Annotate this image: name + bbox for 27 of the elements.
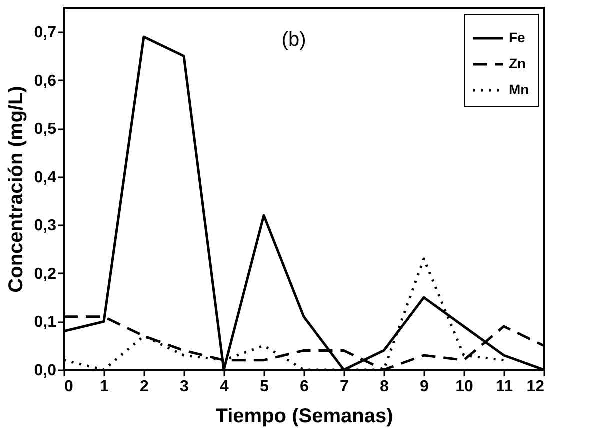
x-tick-label: 2 (140, 378, 150, 396)
x-tick-label: 10 (456, 378, 474, 396)
x-tick-label: 9 (420, 378, 430, 396)
x-axis-title: Tiempo (Semanas) (216, 406, 394, 428)
x-tick-label: 1 (100, 378, 110, 396)
y-tick-label: 0,5 (34, 121, 57, 138)
legend-label: Fe (509, 30, 526, 46)
x-tick-label: 6 (300, 378, 310, 396)
y-tick-label: 0,1 (34, 314, 57, 332)
legend-label: Zn (509, 56, 526, 72)
y-tick-label: 0,0 (34, 362, 57, 380)
x-tick-label: 3 (180, 378, 190, 396)
y-tick-label: 0,4 (34, 169, 57, 186)
y-tick-label: 0,6 (34, 72, 57, 90)
annotation: (b) (282, 29, 306, 51)
y-tick-label: 0,7 (34, 24, 57, 42)
x-tick-label: 8 (380, 378, 390, 396)
x-tick-label: 11 (496, 378, 514, 396)
x-tick-label: 0 (64, 378, 74, 396)
y-axis-title: Concentración (mg/L) (5, 86, 28, 293)
legend-label: Mn (509, 82, 530, 98)
x-tick-label: 7 (340, 378, 350, 396)
x-tick-label: 4 (220, 378, 230, 396)
x-tick-label: 12 (526, 378, 545, 396)
x-tick-label: 5 (260, 378, 270, 396)
y-tick-label: 0,3 (34, 218, 57, 235)
y-tick-label: 0,2 (34, 266, 57, 283)
